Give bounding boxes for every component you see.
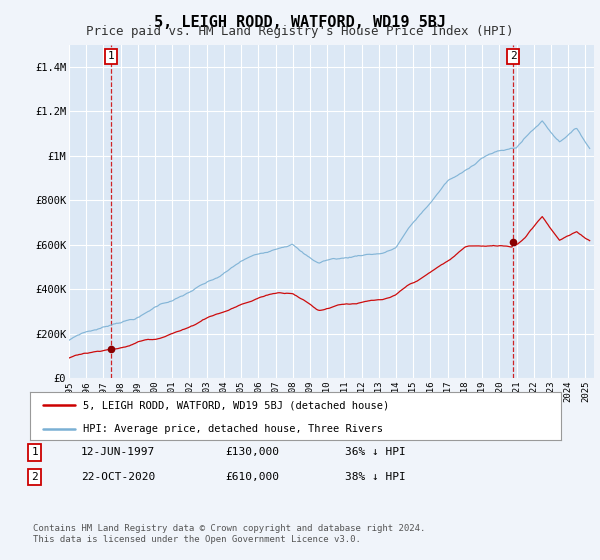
Text: £610,000: £610,000 bbox=[225, 472, 279, 482]
Text: 12-JUN-1997: 12-JUN-1997 bbox=[81, 447, 155, 458]
Text: 5, LEIGH RODD, WATFORD, WD19 5BJ: 5, LEIGH RODD, WATFORD, WD19 5BJ bbox=[154, 15, 446, 30]
Text: 36% ↓ HPI: 36% ↓ HPI bbox=[345, 447, 406, 458]
Text: Price paid vs. HM Land Registry's House Price Index (HPI): Price paid vs. HM Land Registry's House … bbox=[86, 25, 514, 38]
Text: £130,000: £130,000 bbox=[225, 447, 279, 458]
Text: HPI: Average price, detached house, Three Rivers: HPI: Average price, detached house, Thre… bbox=[83, 424, 383, 434]
Text: 38% ↓ HPI: 38% ↓ HPI bbox=[345, 472, 406, 482]
Text: 1: 1 bbox=[108, 52, 115, 62]
Text: 5, LEIGH RODD, WATFORD, WD19 5BJ (detached house): 5, LEIGH RODD, WATFORD, WD19 5BJ (detach… bbox=[83, 400, 389, 410]
Text: 2: 2 bbox=[31, 472, 38, 482]
Text: 1: 1 bbox=[31, 447, 38, 458]
Text: 2: 2 bbox=[510, 52, 517, 62]
Text: 22-OCT-2020: 22-OCT-2020 bbox=[81, 472, 155, 482]
Text: Contains HM Land Registry data © Crown copyright and database right 2024.
This d: Contains HM Land Registry data © Crown c… bbox=[33, 524, 425, 544]
